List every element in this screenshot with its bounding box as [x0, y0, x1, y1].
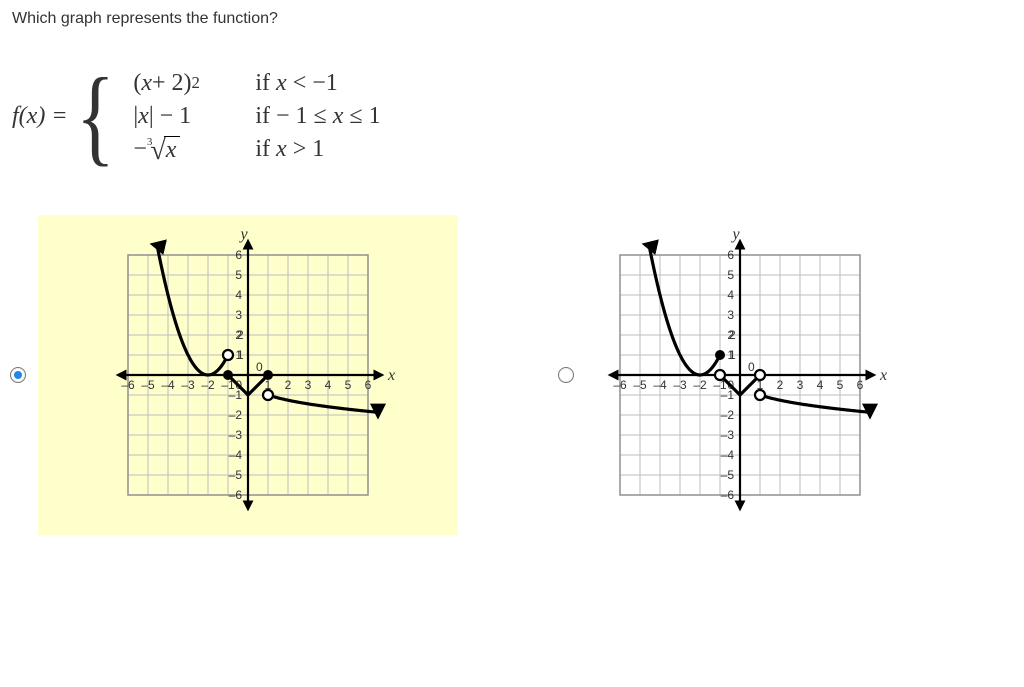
svg-text:–5: –5 [721, 468, 735, 482]
graph-option-b-wrap: –6–5–4–3–2–1123456–6–5–4–3–2–112345600xy… [586, 215, 894, 535]
svg-text:–4: –4 [653, 378, 667, 392]
option-a[interactable]: –6–5–4–3–2–1123456–6–5–4–3–2–112345600xy… [10, 215, 458, 535]
graph-option-a-wrap: –6–5–4–3–2–1123456–6–5–4–3–2–112345600xy… [38, 215, 458, 535]
svg-text:–4: –4 [721, 448, 735, 462]
question-text: Which graph represents the function? [12, 10, 1014, 28]
svg-text:5: 5 [235, 268, 242, 282]
svg-text:5: 5 [345, 378, 352, 392]
svg-text:4: 4 [235, 288, 242, 302]
piece-cond-0: if x < −1 [255, 70, 337, 97]
svg-text:y: y [238, 226, 248, 243]
piece-row-0: (x + 2)2if x < −1 [133, 70, 380, 97]
svg-text:3: 3 [235, 308, 242, 322]
svg-text:–3: –3 [673, 378, 687, 392]
svg-text:–2: –2 [201, 378, 215, 392]
piece-expr-1: |x| − 1 [133, 103, 253, 130]
graph-option-a: –6–5–4–3–2–1123456–6–5–4–3–2–112345600xy… [98, 225, 398, 525]
svg-text:–2: –2 [229, 408, 243, 422]
svg-text:x: x [879, 367, 887, 384]
svg-text:6: 6 [857, 378, 864, 392]
svg-text:–2: –2 [721, 408, 735, 422]
svg-text:–3: –3 [181, 378, 195, 392]
brace-left: { [76, 68, 115, 165]
piece-cond-2: if x > 1 [255, 136, 324, 163]
piecewise-function: f(x) = { (x + 2)2if x < −1|x| − 1if − 1 … [12, 68, 1014, 165]
svg-text:1: 1 [237, 348, 244, 362]
piece-row-1: |x| − 1if − 1 ≤ x ≤ 1 [133, 103, 380, 130]
svg-text:6: 6 [727, 248, 734, 262]
svg-text:4: 4 [727, 288, 734, 302]
svg-text:5: 5 [837, 378, 844, 392]
svg-text:y: y [730, 226, 740, 243]
svg-text:0: 0 [256, 360, 263, 374]
piece-row-2: −3√xif x > 1 [133, 136, 380, 164]
svg-text:–4: –4 [229, 448, 243, 462]
svg-text:6: 6 [365, 378, 372, 392]
svg-text:6: 6 [235, 248, 242, 262]
svg-text:2: 2 [237, 328, 244, 342]
svg-text:–4: –4 [161, 378, 175, 392]
svg-text:2: 2 [285, 378, 292, 392]
piece-expr-2: −3√x [133, 136, 253, 164]
svg-text:4: 4 [325, 378, 332, 392]
svg-text:0: 0 [748, 360, 755, 374]
svg-text:–5: –5 [633, 378, 647, 392]
radio-option-b[interactable] [558, 367, 574, 383]
svg-text:3: 3 [727, 308, 734, 322]
equation-lhs: f(x) = [12, 103, 68, 130]
option-b[interactable]: –6–5–4–3–2–1123456–6–5–4–3–2–112345600xy… [558, 215, 894, 535]
svg-text:–3: –3 [721, 428, 735, 442]
svg-text:2: 2 [729, 328, 736, 342]
radio-option-a[interactable] [10, 367, 26, 383]
svg-text:–3: –3 [229, 428, 243, 442]
svg-text:–2: –2 [693, 378, 707, 392]
svg-text:–5: –5 [229, 468, 243, 482]
svg-text:–6: –6 [229, 488, 243, 502]
options-row: –6–5–4–3–2–1123456–6–5–4–3–2–112345600xy… [10, 215, 1014, 535]
piece-expr-0: (x + 2)2 [133, 70, 253, 97]
svg-text:1: 1 [729, 348, 736, 362]
piece-cond-1: if − 1 ≤ x ≤ 1 [255, 103, 380, 130]
svg-text:3: 3 [797, 378, 804, 392]
svg-text:3: 3 [305, 378, 312, 392]
svg-text:5: 5 [727, 268, 734, 282]
svg-text:–6: –6 [721, 488, 735, 502]
svg-text:–5: –5 [141, 378, 155, 392]
svg-text:2: 2 [777, 378, 784, 392]
graph-option-b: –6–5–4–3–2–1123456–6–5–4–3–2–112345600xy… [590, 225, 890, 525]
svg-text:–6: –6 [121, 378, 135, 392]
svg-text:–6: –6 [613, 378, 627, 392]
svg-text:4: 4 [817, 378, 824, 392]
svg-text:x: x [387, 367, 395, 384]
